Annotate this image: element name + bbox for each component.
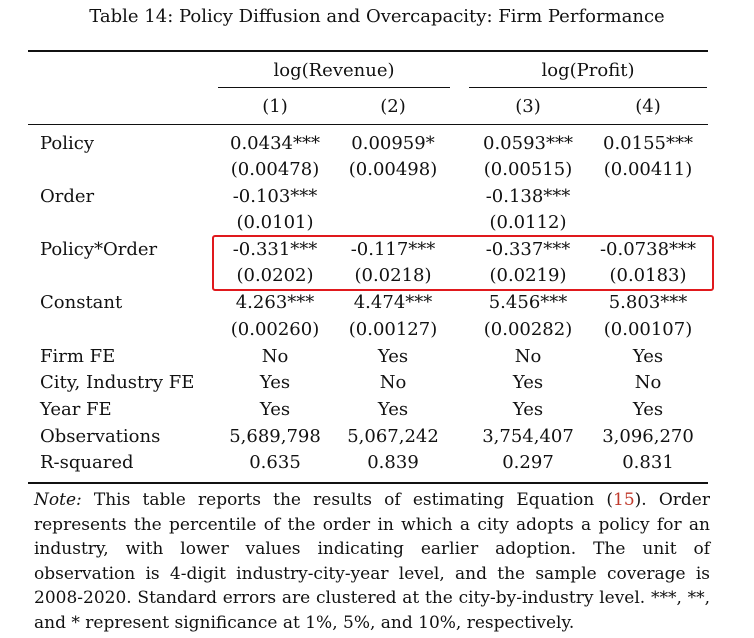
se-cell: (0.00282) [483,319,573,340]
stat-cell: Yes [377,346,409,367]
stat-cell: No [514,346,542,367]
column-header-1: (1) [262,96,288,117]
stat-cell: Yes [377,399,409,420]
table-caption: Table 14: Policy Diffusion and Overcapac… [89,6,665,27]
coef-cell: 5.803*** [608,292,688,313]
stat-cell: Yes [632,346,664,367]
se-cell: (0.0112) [489,212,567,233]
stat-cell: 0.831 [622,452,674,473]
stat-cell: 3,754,407 [482,426,574,447]
stat-cell: No [261,346,289,367]
se-cell: (0.0202) [236,265,314,286]
coef-cell: -0.138*** [485,186,571,207]
row-label-constant: Constant [40,292,123,313]
coef-cell: -0.117*** [350,239,436,260]
coef-cell: 0.00959* [351,133,435,154]
equation-reference-link[interactable]: 15 [613,490,635,510]
coef-cell: 4.263*** [235,292,315,313]
coef-cell: 0.0155*** [603,133,693,154]
se-cell: (0.0219) [489,265,567,286]
note-label: Note: [34,490,82,510]
se-cell: (0.0101) [236,212,314,233]
stat-cell: Yes [259,372,291,393]
se-cell: (0.00260) [230,319,320,340]
group-rule-revenue [218,87,450,88]
se-cell: (0.00478) [230,159,320,180]
coef-cell: -0.103*** [232,186,318,207]
group-rule-profit [469,87,707,88]
coef-cell: 5.456*** [488,292,568,313]
se-cell: (0.00127) [348,319,438,340]
group-header-profit: log(Profit) [541,60,635,81]
bottom-rule [28,482,708,484]
note-text: ). Order represents the percentile of th… [34,490,710,633]
row-label-observations: Observations [40,426,161,447]
coef-cell: -0.0738*** [599,239,697,260]
stat-cell: 0.297 [502,452,554,473]
row-label-city-industry-fe: City, Industry FE [40,372,195,393]
row-label-policy-order: Policy*Order [40,239,158,260]
stat-cell: Yes [632,399,664,420]
stat-cell: 0.839 [367,452,419,473]
note-text: This table reports the results of estima… [81,490,614,510]
se-cell: (0.0218) [354,265,432,286]
se-cell: (0.00107) [603,319,693,340]
coef-cell: 0.0593*** [483,133,573,154]
se-cell: (0.0183) [609,265,687,286]
stat-cell: 0.635 [249,452,301,473]
se-cell: (0.00515) [483,159,573,180]
mid-rule [28,124,708,125]
stat-cell: Yes [512,399,544,420]
row-label-r-squared: R-squared [40,452,134,473]
stat-cell: 3,096,270 [602,426,694,447]
column-header-2: (2) [380,96,406,117]
row-label-year-fe: Year FE [40,399,112,420]
coef-cell: -0.331*** [232,239,318,260]
stat-cell: 5,689,798 [229,426,321,447]
row-label-firm-fe: Firm FE [40,346,116,367]
group-header-revenue: log(Revenue) [273,60,395,81]
highlight-box [212,235,714,291]
stat-cell: No [379,372,407,393]
table-note: Note: This table reports the results of … [34,488,710,635]
stat-cell: Yes [512,372,544,393]
coef-cell: -0.337*** [485,239,571,260]
column-header-3: (3) [515,96,541,117]
row-label-order: Order [40,186,95,207]
row-label-policy: Policy [40,133,94,154]
stat-cell: No [634,372,662,393]
column-header-4: (4) [635,96,661,117]
stat-cell: 5,067,242 [347,426,439,447]
se-cell: (0.00411) [603,159,693,180]
se-cell: (0.00498) [348,159,438,180]
top-rule [28,50,708,52]
coef-cell: 4.474*** [353,292,433,313]
stat-cell: Yes [259,399,291,420]
coef-cell: 0.0434*** [230,133,320,154]
